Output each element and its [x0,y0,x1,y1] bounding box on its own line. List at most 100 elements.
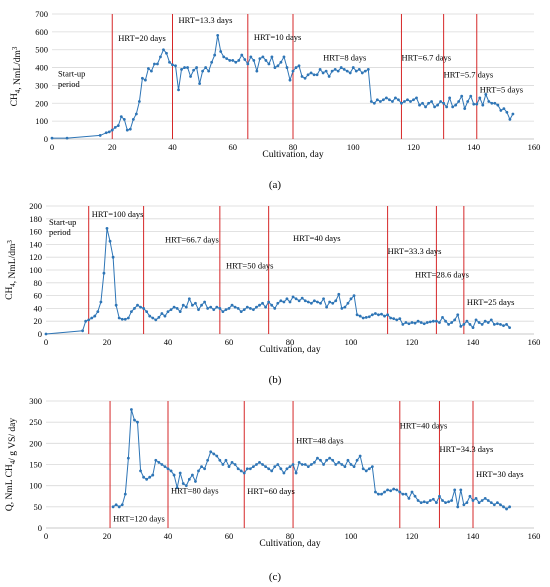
phase-annotation: HRT=6.7 days [401,52,451,62]
data-point [267,467,271,471]
data-point [462,503,466,507]
data-point [313,460,316,464]
data-point [142,475,146,479]
data-point [153,62,156,66]
data-point [313,299,316,303]
data-point [258,57,262,61]
data-point [306,300,310,304]
data-point [90,316,94,320]
data-point [343,305,347,309]
data-point [177,88,180,92]
data-point [145,477,149,481]
data-point [343,465,347,469]
data-point [204,66,208,69]
data-point [44,332,48,336]
data-point [111,505,115,509]
data-point [316,300,319,304]
data-point [123,317,127,321]
data-point [163,465,167,469]
data-point [337,292,341,296]
data-point [163,314,167,318]
x-tick-label: 140 [467,142,480,152]
data-point [309,301,313,305]
data-point [84,319,88,323]
data-point [157,460,161,464]
data-point [309,463,313,466]
y-tick-label: 120 [29,252,42,262]
data-point [172,305,176,309]
data-point [225,57,229,61]
x-tick-label: 120 [406,531,419,541]
data-point [377,492,380,496]
data-point [325,458,328,462]
data-point [492,503,496,507]
data-point [175,307,179,310]
data-point [300,75,304,78]
data-point [448,96,452,100]
data-point [508,117,512,121]
data-point [248,467,252,471]
data-point [404,321,408,324]
data-point [377,313,380,317]
data-point [316,456,319,460]
data-point [294,471,298,475]
x-tick-label: 140 [467,337,480,347]
data-point [128,127,132,131]
data-point [360,71,364,75]
x-tick-label: 40 [164,531,173,541]
data-point [459,488,463,492]
data-point [273,307,277,310]
data-point [444,319,447,323]
data-point [297,299,301,303]
data-point [413,321,417,325]
data-point [294,66,298,69]
data-point [328,456,332,460]
data-point [334,463,338,466]
data-point [438,321,441,324]
data-point [445,105,449,109]
data-point [468,494,472,498]
data-point [150,69,153,73]
data-point [122,117,126,121]
data-point [312,73,316,77]
data-point [168,60,171,64]
data-point [203,300,207,304]
data-point [134,112,138,116]
data-point [165,51,168,55]
x-tick-label: 20 [103,531,112,541]
data-point [453,318,457,322]
data-point [383,490,386,494]
phase-annotation: Start-up [49,217,76,227]
data-point [374,312,377,315]
data-point [415,96,418,100]
data-point [200,465,203,469]
data-point [264,305,267,309]
data-point [276,64,280,68]
chart-panel-2: 0 20 40 60 80 100 120 140 160 180 200 0 20 40 60 80 100 1… [5,201,540,386]
data-point [282,471,286,475]
x-tick-label: 60 [225,531,234,541]
data-point [322,463,325,466]
y-tick-label: 200 [35,98,48,108]
data-point [279,60,283,64]
data-point [285,467,289,471]
data-point [367,315,371,319]
data-point [352,294,356,297]
data-point [349,463,353,466]
data-point [422,322,426,326]
data-point [206,458,210,462]
y-tick-label: 200 [29,201,42,211]
data-point [110,128,114,132]
data-point [348,71,352,75]
data-point [330,69,334,73]
data-point [422,500,426,504]
data-point [139,469,142,473]
data-point [291,69,295,73]
phase-annotation: HRT=30 days [476,469,524,479]
y-tick-label: 300 [35,80,48,90]
data-point [303,299,307,303]
data-point [117,316,121,320]
data-point [456,313,460,317]
data-point [474,318,478,322]
